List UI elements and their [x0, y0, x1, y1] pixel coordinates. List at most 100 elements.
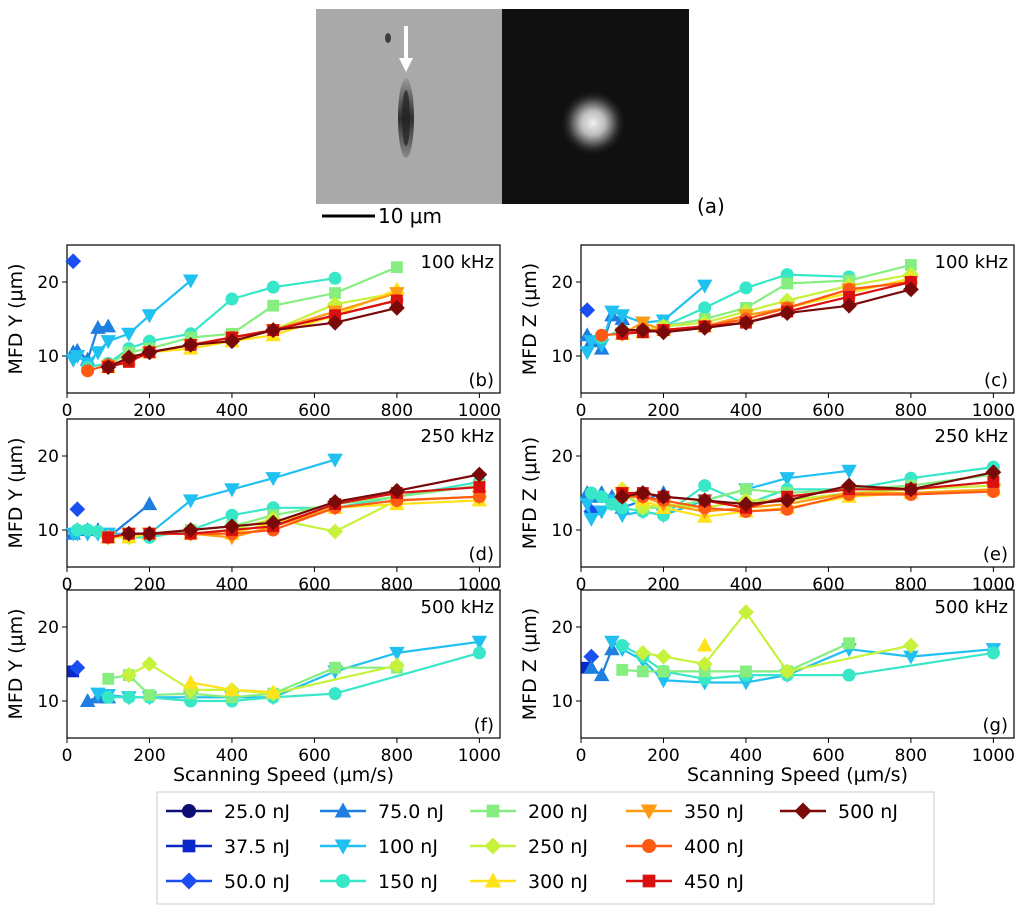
data-point [902, 637, 919, 654]
data-point [696, 637, 713, 652]
data-point [389, 287, 405, 302]
x-tick-label: 800 [895, 746, 927, 766]
data-point [841, 477, 857, 494]
data-point [102, 672, 115, 685]
data-point [182, 494, 199, 509]
data-point [593, 667, 610, 682]
data-point [141, 525, 158, 542]
legend-item-150-nj: 150 nJ [320, 871, 438, 893]
x-tick-label: 200 [647, 401, 679, 421]
legend-marker [334, 802, 352, 818]
data-point [696, 656, 713, 672]
panel-label: (b) [469, 370, 494, 391]
data-point [79, 693, 96, 708]
legend-marker [334, 839, 352, 855]
data-point [102, 531, 115, 544]
data-point [614, 322, 631, 339]
debris-spot [385, 33, 391, 43]
data-point [740, 665, 752, 678]
data-point [595, 328, 609, 342]
scale-bar-label: 10 μm [378, 204, 442, 228]
legend-item-50-0-nj: 50.0 nJ [166, 871, 290, 893]
series-500-nj [100, 299, 405, 376]
y-tick-label: 20 [551, 447, 573, 467]
legend-marker [794, 802, 812, 820]
x-axis-label: Scanning Speed (μm/s) [173, 764, 394, 786]
series-50-0-nj [69, 659, 86, 676]
data-point [90, 346, 106, 361]
series-50-0-nj [65, 253, 82, 270]
data-point [388, 482, 405, 499]
series-50-0-nj [579, 302, 596, 319]
x-tick-label: 600 [298, 401, 330, 421]
legend-marker [640, 804, 658, 820]
y-tick-label: 10 [551, 521, 573, 541]
x-tick-label: 0 [62, 746, 73, 766]
chart-panel-g: 0 200 400 600 800 1000 10 20 MFD Z (μm) Scanning … [519, 589, 1015, 786]
y-axis-label: MFD Z (μm) [519, 608, 541, 720]
y-tick-label: 10 [37, 692, 59, 712]
x-tick-label: 1000 [972, 746, 1015, 766]
frequency-annotation: 250 kHz [421, 426, 495, 447]
legend-marker [486, 804, 500, 818]
legend-label: 37.5 nJ [224, 836, 290, 858]
data-point [81, 364, 95, 378]
data-point [842, 668, 856, 682]
legend: 25.0 nJ 37.5 nJ 50.0 nJ 75.0 nJ 100 nJ 150 nJ… [156, 791, 935, 905]
data-point [738, 314, 754, 331]
legend-label: 200 nJ [528, 801, 588, 823]
data-point [593, 505, 610, 520]
data-point [739, 281, 753, 295]
data-point [69, 659, 86, 676]
legend-label: 50.0 nJ [224, 871, 290, 893]
data-point [224, 333, 240, 350]
data-point [90, 687, 106, 702]
x-tick-label: 800 [895, 401, 927, 421]
data-point [141, 309, 158, 324]
data-point [604, 305, 620, 320]
x-tick-label: 400 [730, 746, 762, 766]
data-point [655, 648, 672, 665]
modification-core [402, 90, 410, 146]
data-point [389, 646, 405, 661]
y-axis-label: MFD Z (μm) [519, 263, 541, 375]
data-point [738, 496, 754, 513]
data-point [182, 674, 199, 689]
y-tick-label: 10 [37, 521, 59, 541]
legend-label: 450 nJ [684, 871, 744, 893]
arrow-down-icon [399, 58, 413, 72]
legend-label: 350 nJ [684, 801, 744, 823]
data-point [327, 314, 343, 331]
y-tick-label: 20 [551, 618, 573, 638]
legend-marker [484, 837, 502, 855]
data-point [265, 684, 281, 699]
data-point [843, 637, 855, 650]
data-point [986, 646, 1000, 660]
data-point [781, 277, 794, 290]
data-point [90, 319, 106, 334]
legend-item-450-nj: 450 nJ [626, 871, 744, 893]
data-point [69, 349, 86, 364]
x-tick-label: 1000 [972, 401, 1015, 421]
x-tick-label: 200 [133, 746, 165, 766]
data-point [696, 492, 713, 509]
y-tick-label: 10 [37, 347, 59, 367]
data-point [902, 281, 919, 298]
frequency-annotation: 500 kHz [421, 597, 495, 618]
data-point [696, 319, 713, 336]
data-point [143, 689, 156, 701]
data-point [328, 687, 342, 701]
data-point [779, 305, 796, 321]
chart-panel-c: 0 200 400 600 800 1000 10 20 MFD Z (μm) 100 kHz (c… [519, 244, 1015, 421]
x-tick-label: 800 [381, 401, 413, 421]
plot-area-c [580, 244, 1015, 394]
y-axis-label: MFD Y (μm) [5, 437, 27, 548]
legend-label: 300 nJ [528, 871, 588, 893]
data-point [265, 472, 281, 487]
y-axis-label: MFD Z (μm) [519, 437, 541, 549]
x-tick-label: 800 [381, 746, 413, 766]
legend-item-200-nj: 200 nJ [470, 801, 588, 823]
legend-label: 400 nJ [684, 836, 744, 858]
